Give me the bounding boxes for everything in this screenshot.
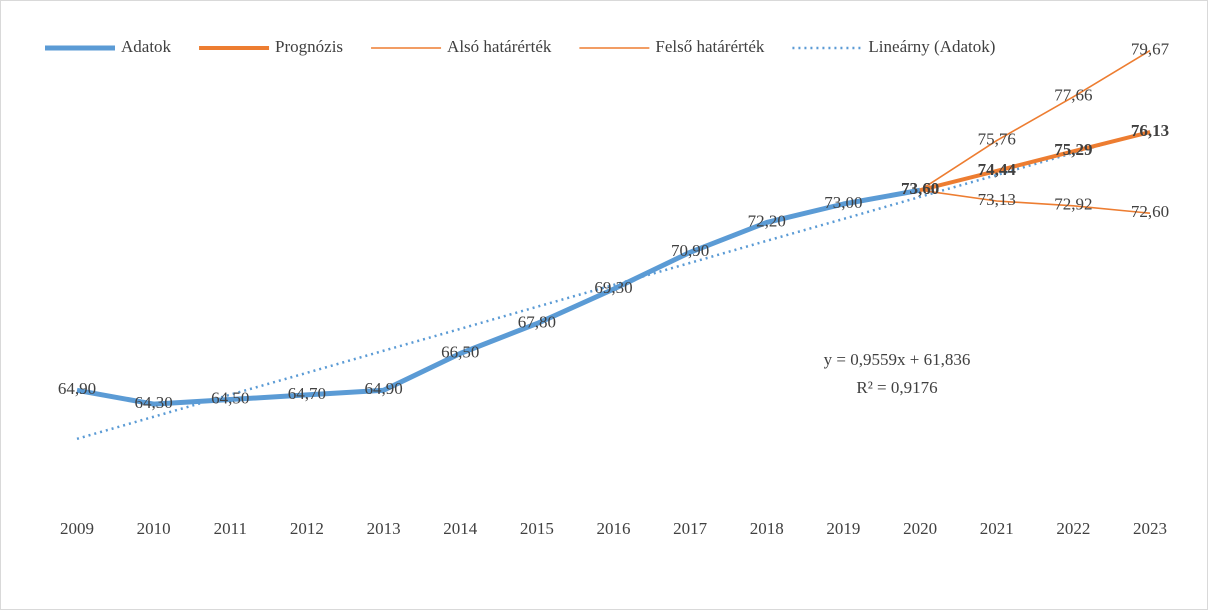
x-tick-label: 2020 (903, 519, 937, 538)
legend-label: Prognózis (275, 37, 343, 56)
x-tick-label: 2010 (137, 519, 171, 538)
x-tick-label: 2022 (1056, 519, 1090, 538)
x-tick-label: 2017 (673, 519, 708, 538)
series-line (919, 49, 1151, 191)
x-tick-label: 2014 (443, 519, 478, 538)
data-label: 70,90 (671, 241, 709, 260)
x-tick-label: 2019 (826, 519, 860, 538)
x-tick-label: 2021 (980, 519, 1014, 538)
x-tick-label: 2012 (290, 519, 324, 538)
data-label: 72,92 (1054, 195, 1092, 214)
data-label: 64,50 (211, 388, 249, 407)
trendline (76, 129, 1151, 441)
x-tick-label: 2015 (520, 519, 554, 538)
data-label: 69,30 (594, 278, 632, 297)
data-label: 64,30 (135, 393, 173, 412)
data-label: 64,70 (288, 384, 326, 403)
legend-label: Lineárny (Adatok) (868, 37, 995, 56)
x-tick-label: 2016 (597, 519, 631, 538)
series-line (919, 130, 1151, 193)
legend-label: Alsó határérték (447, 37, 552, 56)
legend-label: Felső határérték (655, 37, 765, 56)
data-label: 76,13 (1131, 121, 1169, 140)
data-label: 73,13 (978, 190, 1016, 209)
data-label: 64,90 (58, 379, 96, 398)
series-line (76, 187, 921, 407)
data-label: 74,44 (978, 160, 1017, 179)
data-label: 73,00 (824, 193, 862, 212)
data-label: 67,80 (518, 313, 556, 332)
x-tick-label: 2009 (60, 519, 94, 538)
x-tick-label: 2018 (750, 519, 784, 538)
data-label: 79,67 (1131, 39, 1170, 58)
data-label: 72,60 (1131, 202, 1169, 221)
x-tick-label: 2011 (214, 519, 247, 538)
data-label: 75,29 (1054, 140, 1092, 159)
data-label: 77,66 (1054, 86, 1092, 105)
trend-r-squared: R² = 0,9176 (856, 378, 937, 397)
series-line (919, 189, 1151, 214)
data-label: 64,90 (364, 379, 402, 398)
x-tick-label: 2013 (367, 519, 401, 538)
trend-equation: y = 0,9559x + 61,836 (824, 350, 971, 369)
x-tick-label: 2023 (1133, 519, 1167, 538)
data-label: 73,60 (901, 179, 939, 198)
data-label: 73,60 (901, 179, 939, 198)
legend-label: Adatok (121, 37, 172, 56)
data-label: 66,50 (441, 342, 479, 361)
data-label: 72,20 (748, 211, 786, 230)
data-label: 75,76 (978, 129, 1016, 148)
